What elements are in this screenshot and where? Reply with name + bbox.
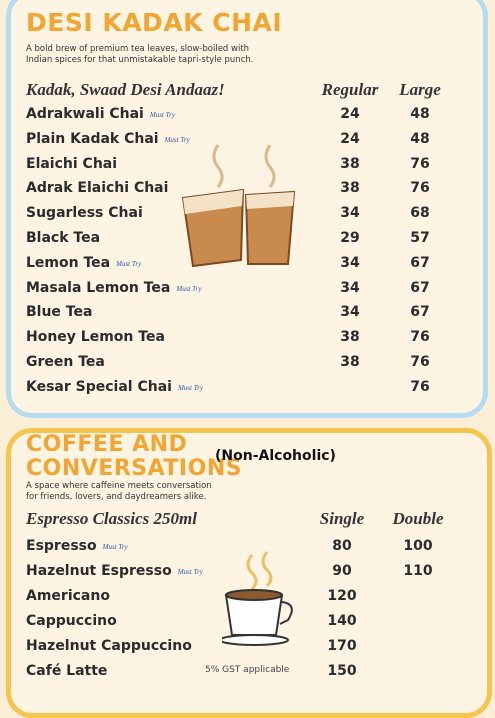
item-price: 38 [340, 180, 360, 197]
footnote: 5% GST applicable [205, 665, 290, 675]
section-title: COFFEE AND [26, 432, 188, 457]
item-price: 76 [410, 354, 430, 370]
item-name: Masala Lemon Tea [26, 279, 171, 296]
item-name: Blue Tea [26, 304, 93, 321]
item-price: 100 [403, 538, 433, 554]
item-name: Adrakwali Chai [26, 106, 144, 122]
item-price: 24 [340, 130, 360, 147]
item-price: 76 [410, 155, 430, 172]
must-try-tag: Must Try [176, 284, 202, 293]
section-description: A bold brew of premium tea leaves, slow-… [26, 44, 250, 54]
item-price: 34 [340, 279, 360, 296]
item-name: Americano [26, 588, 110, 604]
must-try-tag: Must Try [116, 259, 142, 268]
must-try-tag: Must Try [177, 568, 203, 576]
item-price: 38 [340, 329, 360, 346]
item-price: 76 [410, 378, 430, 395]
column-header: Regular [321, 80, 379, 99]
item-price: 76 [410, 180, 430, 197]
section-description: Indian spices for that unmistakable tapr… [26, 55, 254, 65]
item-name: Hazelnut Cappuccino [26, 638, 192, 654]
item-name: Cappuccino [26, 613, 117, 629]
item-name: Elaichi Chai [26, 155, 118, 172]
section-subtitle: Espresso Classics 250ml [26, 509, 197, 528]
item-price: 150 [327, 663, 357, 679]
column-header: Double [392, 509, 444, 528]
item-price: 68 [410, 205, 430, 222]
item-price: 34 [340, 304, 360, 321]
item-price: 34 [340, 254, 360, 271]
column-header: Single [319, 509, 365, 528]
item-name: Lemon Tea [26, 254, 111, 271]
item-price: 67 [410, 254, 430, 271]
item-name: Plain Kadak Chai [26, 130, 159, 147]
must-try-tag: Must Try [102, 543, 128, 551]
page: (() => { const data = JSON.parse(documen… [6, 0, 492, 718]
item-name: Green Tea [26, 354, 105, 370]
item-name: Hazelnut Espresso [26, 563, 172, 579]
item-price: 38 [340, 155, 360, 172]
item-price: 170 [327, 638, 357, 654]
coffee-cup-illustration [222, 551, 293, 646]
item-price: 120 [327, 588, 357, 604]
section-title: DESI KADAK CHAI [26, 8, 283, 37]
must-try-tag: Must Try [164, 135, 190, 144]
column-header: Large [399, 80, 441, 99]
item-name: Café Latte [26, 663, 108, 679]
item-name: Sugarless Chai [26, 205, 143, 222]
item-price: 80 [332, 538, 352, 554]
item-price: 57 [410, 230, 430, 246]
item-name: Black Tea [26, 230, 101, 246]
section-note: (Non-Alcoholic) [215, 448, 336, 464]
item-price: 140 [327, 613, 357, 629]
item-price: 67 [410, 304, 430, 321]
item-price: 110 [403, 563, 433, 579]
section-description: for friends, lovers, and daydreamers ali… [26, 492, 207, 502]
section-title: CONVERSATIONS [26, 456, 243, 481]
must-try-tag: Must Try [149, 111, 175, 119]
section-subtitle: Kadak, Swaad Desi Andaaz! [26, 80, 225, 99]
item-name: Honey Lemon Tea [26, 329, 165, 346]
item-price: 24 [340, 106, 360, 122]
item-price: 34 [340, 205, 360, 222]
item-price: 29 [340, 230, 360, 246]
item-name: Adrak Elaichi Chai [26, 180, 169, 197]
item-price: 48 [410, 130, 430, 147]
must-try-tag: Must Try [177, 383, 204, 392]
item-name: Espresso [26, 538, 97, 554]
item-price: 90 [332, 563, 352, 579]
item-price: 38 [340, 354, 360, 370]
item-name: Kesar Special Chai [26, 378, 172, 395]
item-price: 48 [410, 106, 430, 122]
section-description: A space where caffeine meets conversatio… [26, 481, 212, 491]
item-price: 67 [410, 279, 430, 296]
coffee-panel [6, 428, 492, 718]
chai-glasses-illustration [181, 144, 296, 268]
item-price: 76 [410, 329, 430, 346]
